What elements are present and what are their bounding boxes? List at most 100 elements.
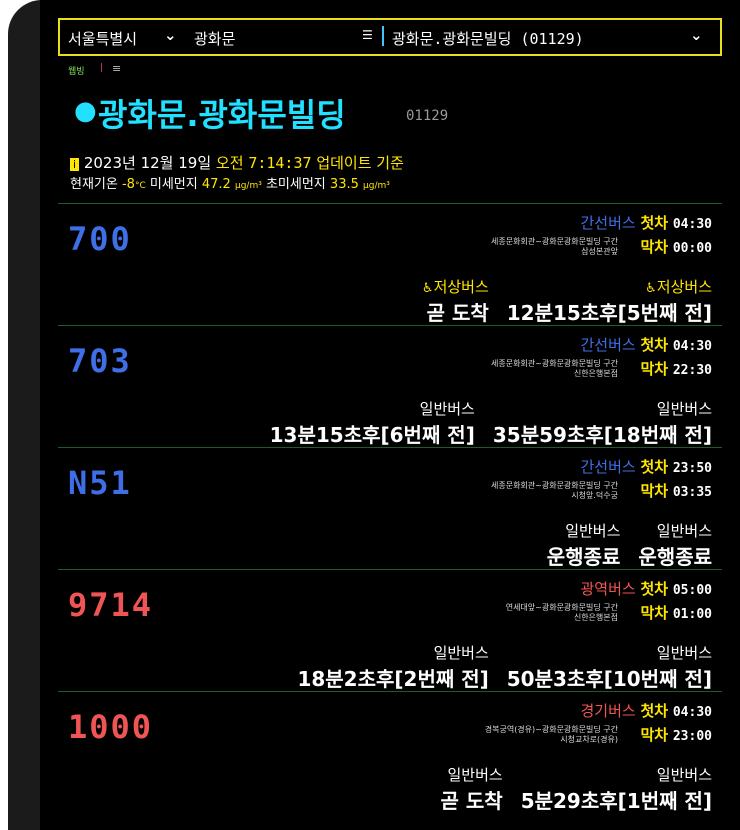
last-bus: 막차 22:30 xyxy=(640,358,712,379)
divider xyxy=(382,26,384,46)
bus-type-line: 일반버스 xyxy=(493,398,712,419)
update-line: i 2023년 12월 19일 오전 7:14:37 업데이트 기준 xyxy=(70,152,404,173)
arrival-time: 35분59초후[18번째 전] xyxy=(492,423,712,447)
district: 광화문 xyxy=(194,30,236,48)
stop-select: 광화문.광화문빌딩 (01129) xyxy=(392,30,584,48)
route-row: 700 간선버스 첫차 04:30 막차 00:00 세종문화회관~광화문광화문빌딩 … xyxy=(58,203,722,326)
update-ampm: 오전 xyxy=(215,154,244,172)
arrival-time: 곧 도착 xyxy=(426,301,489,325)
pm10-label: 미세먼지 xyxy=(149,177,198,192)
app-panel: 서울특별시 ⌄ 광화문 ☰ 광화문.광화문빌딩 (01129) ⌄ 웹빙 | ≡… xyxy=(40,0,740,830)
first-time: 05:00 xyxy=(672,583,712,598)
city: 서울특별시 xyxy=(68,30,138,48)
stop-id: 01129 xyxy=(406,108,449,124)
arrival-time: 운행종료 xyxy=(546,545,621,569)
first-time: 04:30 xyxy=(672,705,712,720)
search-icon: ☰ xyxy=(362,28,373,42)
temp-unit: °C xyxy=(134,181,146,191)
bus-type-line: 일반버스 xyxy=(441,764,502,785)
bus-type-line: 일반버스 xyxy=(270,398,475,419)
direction-block: 연세대앞~광화문광화문빌딩 구간 신한은행본점 xyxy=(506,603,618,623)
arrival-time: 곧 도착 xyxy=(440,789,503,813)
first-bus: 간선버스 첫차 04:30 xyxy=(580,334,712,355)
direction: 연세대앞~광화문광화문빌딩 구간 xyxy=(505,603,618,612)
arrival: 일반버스 13분15초후[6번째 전] xyxy=(270,398,475,448)
stop-selector[interactable]: 서울특별시 ⌄ 광화문 ☰ 광화문.광화문빌딩 (01129) ⌄ xyxy=(58,18,722,56)
update-suffix: 업데이트 기준 xyxy=(316,154,404,172)
arrival-time: 13분15초후[6번째 전] xyxy=(269,423,475,447)
route-type: 간선버스 xyxy=(580,336,636,354)
arrival: 일반버스 18분2초후[2번째 전] xyxy=(297,642,488,692)
first-label: 첫차 xyxy=(640,702,669,720)
direction: 세종문화회관~광화문광화문빌딩 구간 xyxy=(490,237,618,246)
first-bus: 간선버스 첫차 04:30 xyxy=(580,212,712,233)
route-type: 경기버스 xyxy=(580,702,636,720)
bus-type: 저상버스 xyxy=(656,278,712,296)
pm25-label: 초미세먼지 xyxy=(265,177,326,192)
arrival-time: 5분29초후[1번째 전] xyxy=(520,789,712,813)
arrival: 일반버스 5분29초후[1번째 전] xyxy=(521,764,712,814)
next-stop: 시청교차로(경유) xyxy=(560,735,618,744)
direction-block: 세종문화회관~광화문광화문빌딩 구간 신한은행본점 xyxy=(491,359,618,379)
bus-type-line: 일반버스 xyxy=(547,520,620,541)
wheelchair-icon: ♿ xyxy=(645,281,657,296)
last-label: 막차 xyxy=(640,726,669,744)
last-bus: 막차 23:00 xyxy=(640,724,712,745)
first-bus: 광역버스 첫차 05:00 xyxy=(580,578,712,599)
arrival-time: 12분15초후[5번째 전] xyxy=(506,301,712,325)
bus-type-line: 일반버스 xyxy=(638,520,712,541)
last-bus: 막차 03:35 xyxy=(640,480,712,501)
route-type: 간선버스 xyxy=(580,214,636,232)
bus-type: 일반버스 xyxy=(433,644,489,662)
direction: 세종문화회관~광화문광화문빌딩 구간 xyxy=(490,481,618,490)
bus-type: 일반버스 xyxy=(656,644,712,662)
arrival: ♿저상버스 12분15초후[5번째 전] xyxy=(507,276,712,326)
wheelchair-icon: ♿ xyxy=(421,281,434,296)
weather-line: 현재기온 -8°C 미세먼지 47.2 µg/m³ 초미세먼지 33.5 µg/… xyxy=(70,173,390,192)
last-bus: 막차 01:00 xyxy=(640,602,712,623)
bus-type: 일반버스 xyxy=(419,400,475,418)
temp-label: 현재기온 xyxy=(70,177,118,192)
next-stop: 삼성본관앞 xyxy=(581,247,618,256)
first-label: 첫차 xyxy=(640,458,669,476)
bus-type-line: ♿저상버스 xyxy=(422,276,489,297)
arrival: 일반버스 운행종료 xyxy=(638,520,712,570)
bus-type: 일반버스 xyxy=(656,400,712,418)
menu: ≡ xyxy=(112,62,122,75)
route-row: 1000 경기버스 첫차 04:30 막차 23:00 경복궁역(경유)~광화문광화문… xyxy=(58,691,722,814)
last-time: 22:30 xyxy=(672,363,712,378)
temp: -8 xyxy=(121,177,135,192)
route-row: N51 간선버스 첫차 23:50 막차 03:35 세종문화회관~광화문광화문빌딩 … xyxy=(58,447,722,570)
direction: 세종문화회관~광화문광화문빌딩 구간 xyxy=(490,359,618,368)
next-stop: 신한은행본점 xyxy=(573,369,618,378)
last-time: 23:00 xyxy=(672,729,712,744)
route-type: 광역버스 xyxy=(580,580,636,598)
pm10-unit: µg/m³ xyxy=(234,181,262,191)
last-bus: 막차 00:00 xyxy=(640,236,712,257)
last-label: 막차 xyxy=(640,604,669,622)
route-number: N51 xyxy=(68,464,132,502)
bus-type: 일반버스 xyxy=(656,766,712,784)
next-stop: 신한은행본점 xyxy=(573,613,618,622)
direction-block: 경복궁역(경유)~광화문광화문빌딩 구간 시청교차로(경유) xyxy=(485,725,618,745)
pm25-unit: µg/m³ xyxy=(363,181,390,191)
last-time: 00:00 xyxy=(672,241,712,256)
arrival: 일반버스 35분59초후[18번째 전] xyxy=(493,398,712,448)
route-row: 703 간선버스 첫차 04:30 막차 22:30 세종문화회관~광화문광화문빌딩 … xyxy=(58,325,722,448)
arrivals: ♿저상버스 곧 도착 ♿저상버스 12분15초후[5번째 전] xyxy=(422,276,712,326)
direction-block: 세종문화회관~광화문광화문빌딩 구간 삼성본관앞 xyxy=(491,237,618,257)
first-label: 첫차 xyxy=(640,336,669,354)
arrival-time: 50분3초후[10번째 전] xyxy=(506,667,712,691)
chevron: ⌄ xyxy=(690,26,703,44)
bus-type-line: 일반버스 xyxy=(507,642,712,663)
pm25: 33.5 xyxy=(329,177,359,192)
separator: | xyxy=(100,63,104,73)
first-label: 첫차 xyxy=(640,214,669,232)
direction: 경복궁역(경유)~광화문광화문빌딩 구간 xyxy=(484,725,618,734)
last-label: 막차 xyxy=(640,360,669,378)
arrivals: 일반버스 곧 도착 일반버스 5분29초후[1번째 전] xyxy=(441,764,712,814)
bus-type-line: 일반버스 xyxy=(297,642,489,663)
